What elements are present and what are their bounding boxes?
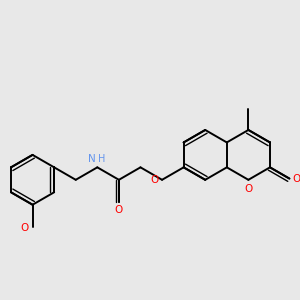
Text: O: O <box>150 175 159 185</box>
Text: H: H <box>98 154 106 164</box>
Text: O: O <box>20 223 29 232</box>
Text: N: N <box>88 154 95 164</box>
Text: O: O <box>292 174 300 184</box>
Text: O: O <box>244 184 253 194</box>
Text: O: O <box>115 205 123 215</box>
